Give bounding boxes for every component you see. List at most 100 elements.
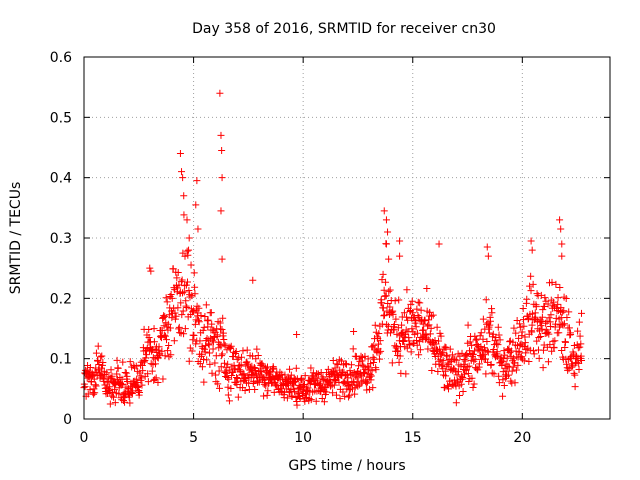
data-point — [126, 358, 134, 366]
data-point — [183, 304, 191, 312]
data-point — [571, 383, 579, 391]
data-point — [385, 287, 393, 295]
data-point — [530, 350, 538, 358]
data-point — [143, 351, 151, 359]
data-point — [98, 352, 106, 360]
data-point — [408, 325, 416, 333]
data-point — [146, 264, 154, 272]
data-point — [386, 286, 394, 294]
data-point — [191, 283, 199, 291]
data-point — [549, 302, 557, 310]
data-point — [560, 307, 568, 315]
data-point — [509, 363, 517, 371]
data-point — [548, 278, 556, 286]
data-point — [487, 360, 495, 368]
data-point — [408, 297, 416, 305]
data-point — [420, 326, 428, 334]
data-point — [151, 375, 159, 383]
data-point — [415, 338, 423, 346]
data-point — [190, 307, 198, 315]
data-point — [263, 391, 271, 399]
data-point — [232, 347, 240, 355]
data-point — [118, 380, 126, 388]
data-point — [438, 361, 446, 369]
data-point — [224, 391, 232, 399]
y-tick-label: 0.1 — [50, 352, 72, 368]
data-point — [369, 359, 377, 367]
data-point — [491, 337, 499, 345]
data-point — [437, 350, 445, 358]
data-point — [186, 344, 194, 352]
data-point — [349, 345, 357, 353]
data-point — [570, 342, 578, 350]
data-point — [483, 347, 491, 355]
data-point — [201, 313, 209, 321]
data-point — [544, 358, 552, 366]
data-point — [482, 296, 490, 304]
data-point — [97, 353, 105, 361]
data-point — [238, 353, 246, 361]
data-point — [241, 386, 249, 394]
data-point — [363, 386, 371, 394]
data-point — [396, 352, 404, 360]
data-point — [413, 337, 421, 345]
data-point — [115, 390, 123, 398]
data-point — [390, 321, 398, 329]
data-point — [400, 309, 408, 317]
data-point — [461, 370, 469, 378]
data-point — [186, 293, 194, 301]
data-point — [107, 366, 115, 374]
data-point — [527, 272, 535, 280]
data-point — [388, 359, 396, 367]
data-point — [533, 337, 541, 345]
data-point — [236, 366, 244, 374]
data-point — [411, 330, 419, 338]
data-point — [207, 309, 215, 317]
data-point — [225, 375, 233, 383]
data-point — [161, 313, 169, 321]
data-point — [133, 384, 141, 392]
data-point — [382, 216, 390, 224]
data-point — [337, 357, 345, 365]
data-point — [138, 381, 146, 389]
data-point — [511, 379, 519, 387]
data-point — [578, 309, 586, 317]
data-point — [342, 360, 350, 368]
data-point — [165, 341, 173, 349]
y-axis-label: SRMTID / TECUs — [8, 182, 24, 295]
data-point — [469, 350, 477, 358]
data-point — [454, 368, 462, 376]
data-point — [171, 309, 179, 317]
data-point — [122, 369, 130, 377]
data-point — [312, 397, 320, 405]
data-point — [431, 337, 439, 345]
data-point — [464, 370, 472, 378]
data-point — [126, 399, 134, 407]
data-point — [378, 299, 386, 307]
data-point — [565, 324, 573, 332]
data-point — [91, 389, 99, 397]
data-point — [218, 350, 226, 358]
data-point — [473, 335, 481, 343]
data-point — [218, 326, 226, 334]
data-point — [459, 388, 467, 396]
data-point — [429, 311, 437, 319]
data-point — [367, 360, 375, 368]
data-point — [376, 355, 384, 363]
data-point — [173, 274, 181, 282]
data-point — [557, 304, 565, 312]
data-point — [484, 252, 492, 260]
data-point — [209, 345, 217, 353]
data-point — [350, 328, 358, 336]
data-point — [452, 399, 460, 407]
data-point — [170, 304, 178, 312]
x-tick-label: 5 — [189, 430, 198, 446]
data-point — [562, 338, 570, 346]
data-point — [286, 365, 294, 373]
data-point — [217, 131, 225, 139]
data-point — [510, 324, 518, 332]
data-point — [496, 336, 504, 344]
data-point — [138, 374, 146, 382]
data-point — [103, 369, 111, 377]
data-point — [161, 352, 169, 360]
